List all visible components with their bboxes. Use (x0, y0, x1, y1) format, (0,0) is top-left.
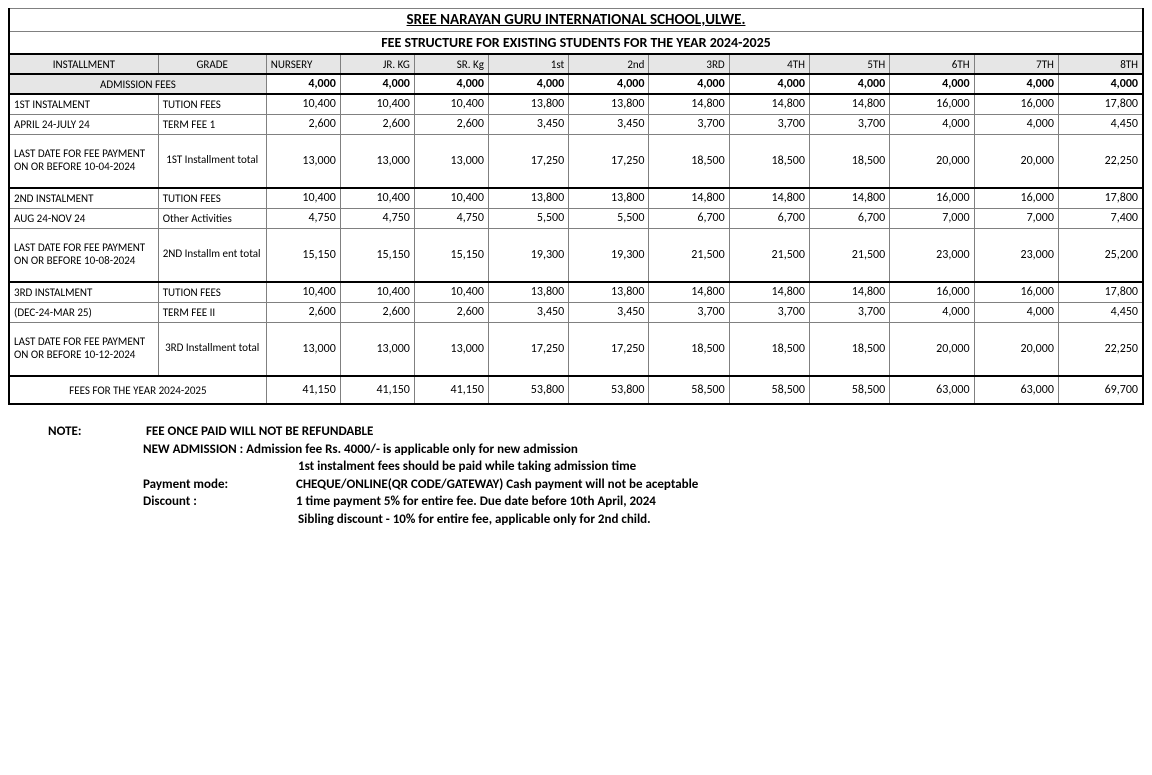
doc-subtitle: FEE STRUCTURE FOR EXISTING STUDENTS FOR … (9, 32, 1143, 55)
col-8th: 8TH (1058, 54, 1143, 74)
note-line1: FEE ONCE PAID WILL NOT BE REFUNDABLE (146, 424, 373, 439)
admission-label: ADMISSION FEES (9, 74, 266, 94)
notes-block: NOTE: FEE ONCE PAID WILL NOT BE REFUNDAB… (48, 423, 1144, 528)
admission-row: ADMISSION FEES 4,000 4,000 4,000 4,000 4… (9, 74, 1143, 94)
col-nursery: NURSERY (266, 54, 340, 74)
note-discount-text: 1 time payment 5% for entire fee. Due da… (296, 494, 656, 509)
header-row: INSTALLMENT GRADE NURSERY JR. KG SR. Kg … (9, 54, 1143, 74)
col-7th: 7TH (974, 54, 1058, 74)
col-4th: 4TH (729, 54, 809, 74)
inst1-row2: APRIL 24-JULY 24 TERM FEE 1 2,6002,6002,… (9, 114, 1143, 134)
inst1-row1: 1ST INSTALMENT TUTION FEES 10,40010,4001… (9, 94, 1143, 114)
inst3-row1: 3RD INSTALMENT TUTION FEES 10,40010,4001… (9, 282, 1143, 302)
col-6th: 6TH (890, 54, 974, 74)
note-line2: NEW ADMISSION : Admission fee Rs. 4000/-… (143, 441, 1144, 459)
col-2nd: 2nd (569, 54, 649, 74)
note-line6: Sibling discount - 10% for entire fee, a… (298, 511, 1144, 529)
note-line3: 1st instalment fees should be paid while… (298, 458, 1144, 476)
note-discount-label: Discount : (143, 493, 293, 511)
col-1st: 1st (488, 54, 568, 74)
col-srkg: SR. Kg (414, 54, 488, 74)
inst2-row2: AUG 24-NOV 24 Other Activities 4,7504,75… (9, 208, 1143, 228)
inst2-total: LAST DATE FOR FEE PAYMENT ON OR BEFORE 1… (9, 228, 1143, 282)
inst2-row1: 2ND INSTALMENT TUTION FEES 10,40010,4001… (9, 188, 1143, 208)
col-5th: 5TH (809, 54, 889, 74)
inst3-total: LAST DATE FOR FEE PAYMENT ON OR BEFORE 1… (9, 322, 1143, 376)
year-total: FEES FOR THE YEAR 2024-2025 41,15041,150… (9, 376, 1143, 404)
note-payment-label: Payment mode: (143, 476, 293, 494)
col-installment: INSTALLMENT (9, 54, 158, 74)
note-heading: NOTE: (48, 423, 143, 441)
col-3rd: 3RD (649, 54, 729, 74)
inst1-total: LAST DATE FOR FEE PAYMENT ON OR BEFORE 1… (9, 134, 1143, 188)
col-jrkg: JR. KG (340, 54, 414, 74)
inst3-row2: (DEC-24-MAR 25) TERM FEE II 2,6002,6002,… (9, 302, 1143, 322)
fee-table: SREE NARAYAN GURU INTERNATIONAL SCHOOL,U… (8, 8, 1144, 405)
col-grade: GRADE (158, 54, 266, 74)
note-payment-text: CHEQUE/ONLINE(QR CODE/GATEWAY) Cash paym… (296, 477, 698, 492)
school-title: SREE NARAYAN GURU INTERNATIONAL SCHOOL,U… (9, 9, 1143, 32)
